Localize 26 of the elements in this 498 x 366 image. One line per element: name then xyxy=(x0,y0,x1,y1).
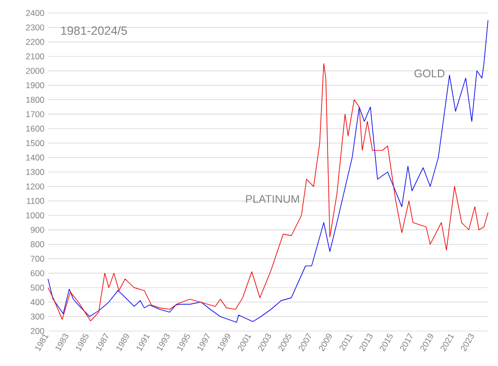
y-tick-label: 1200 xyxy=(26,183,44,190)
y-tick-label: 1700 xyxy=(26,111,44,118)
y-tick-label: 2200 xyxy=(26,38,44,45)
y-tick-label: 700 xyxy=(30,256,44,262)
y-tick-label: 1000 xyxy=(26,212,44,218)
y-tick-label: 300 xyxy=(30,314,44,320)
y-tick-label: 1800 xyxy=(26,96,44,103)
y-tick-label: 900 xyxy=(30,226,44,233)
y-tick-label: 1100 xyxy=(26,198,44,204)
y-tick-label: 800 xyxy=(30,241,44,248)
y-tick-label: 1500 xyxy=(26,140,44,146)
series-label: PLATINUM xyxy=(246,195,299,203)
y-tick-label: 1400 xyxy=(26,154,44,161)
y-tick-label: 1300 xyxy=(26,169,44,175)
y-tick-label: 1600 xyxy=(26,126,44,132)
y-tick-label: 600 xyxy=(30,270,44,276)
y-tick-label: 500 xyxy=(30,284,44,291)
y-tick-label: 1900 xyxy=(26,82,44,88)
y-tick-label: 200 xyxy=(30,328,44,334)
y-tick-label: 2000 xyxy=(26,68,44,74)
y-tick-label: 400 xyxy=(30,299,44,306)
y-tick-label: 2400 xyxy=(26,10,44,16)
y-tick-label: 2100 xyxy=(26,53,44,60)
text: 1981-2024/5 xyxy=(61,26,127,35)
series-label: GOLD xyxy=(414,70,444,78)
y-tick-label: 2300 xyxy=(26,24,44,30)
